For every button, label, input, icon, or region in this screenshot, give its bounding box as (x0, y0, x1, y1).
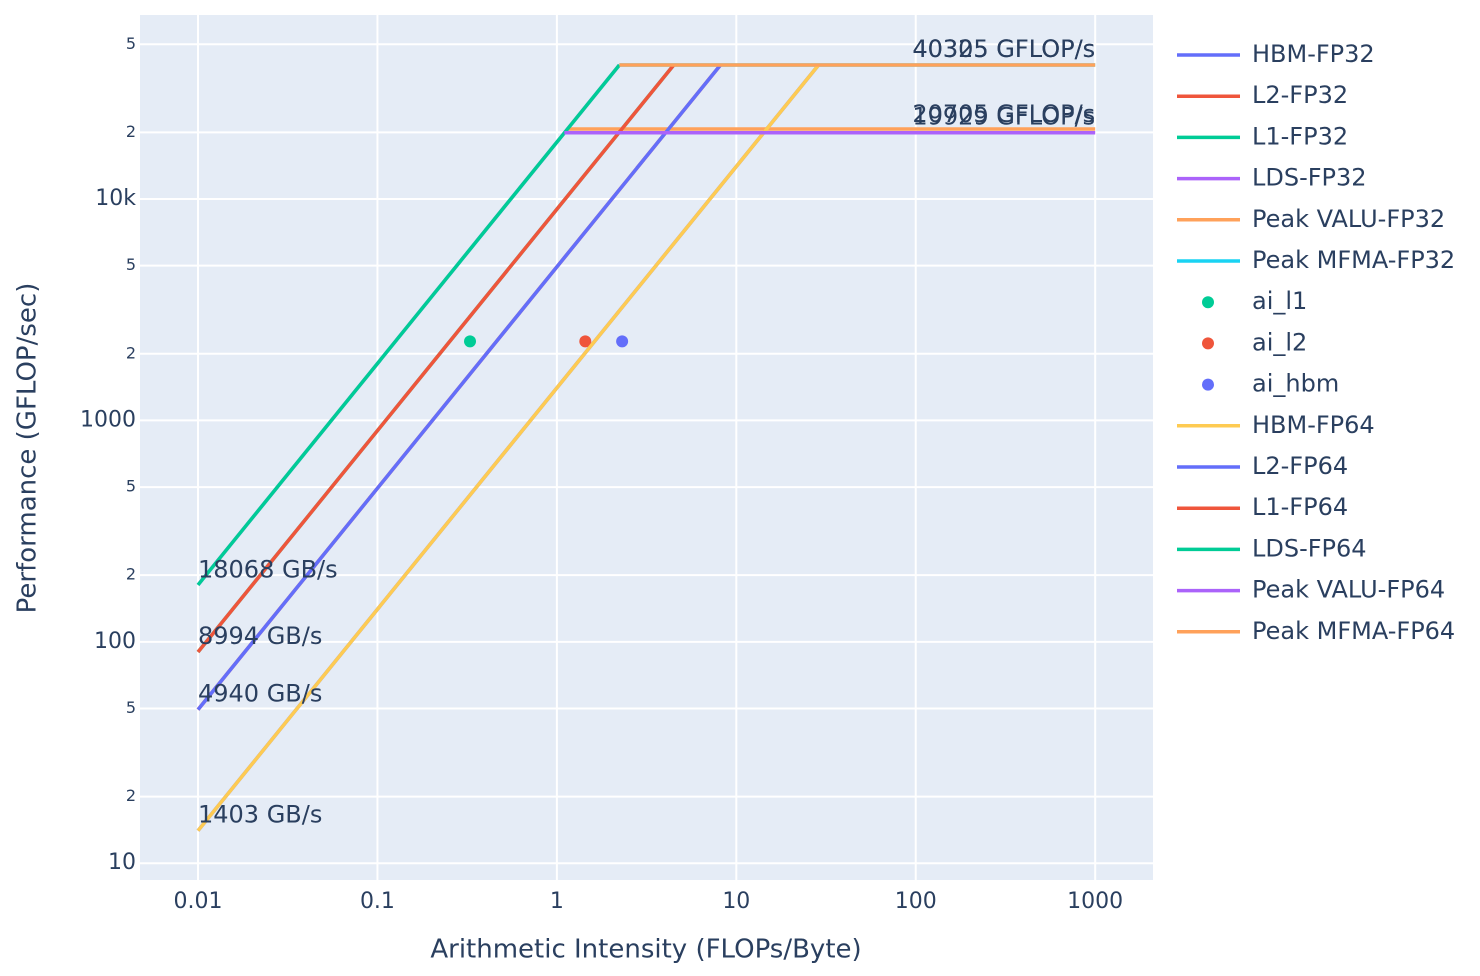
annotation: 20705 GFLOP/s (912, 100, 1095, 128)
plot-area (140, 15, 1153, 880)
x-tick-label: 1 (550, 889, 564, 914)
legend-marker (1202, 378, 1214, 391)
y-tick-label: 100 (94, 629, 136, 654)
y-tick-label: 10 (108, 850, 136, 875)
y-tick-label: 2 (126, 565, 136, 584)
legend-label: L2-FP32 (1252, 81, 1348, 109)
legend-marker (1202, 296, 1214, 309)
x-tick-label: 0.01 (174, 889, 223, 914)
y-tick-label: 5 (126, 34, 136, 53)
data-point (616, 335, 629, 348)
y-tick-label: 1000 (80, 407, 136, 432)
legend-label: LDS-FP64 (1252, 534, 1367, 562)
y-tick-label: 5 (126, 255, 136, 274)
legend-label: L2-FP64 (1252, 452, 1348, 480)
legend-label: LDS-FP32 (1252, 164, 1367, 192)
annotation: 18068 GB/s (198, 555, 338, 583)
y-tick-label: 2 (126, 786, 136, 805)
y-tick-label: 2 (126, 122, 136, 141)
annotation: 40305 GFLOP/s (912, 35, 1095, 63)
legend-label: ai_l2 (1252, 328, 1307, 356)
annotation: 40325 GFLOP/s (912, 35, 1095, 63)
legend-label: Peak VALU-FP64 (1252, 576, 1445, 604)
legend-label: HBM-FP32 (1252, 40, 1375, 68)
legend-label: Peak MFMA-FP32 (1252, 246, 1455, 274)
y-tick-label: 5 (126, 477, 136, 496)
legend-label: ai_hbm (1252, 370, 1339, 398)
y-tick-label: 5 (126, 698, 136, 717)
y-axis-title: Performance (GFLOP/sec) (13, 283, 43, 614)
data-point (579, 335, 592, 348)
annotation: 19929 GFLOP/s (912, 103, 1095, 131)
annotation: 8994 GB/s (198, 622, 322, 650)
y-tick-label: 2 (126, 343, 136, 362)
roofline (196, 63, 820, 832)
x-tick-label: 0.1 (360, 889, 395, 914)
annotation: 4940 GB/s (198, 680, 322, 708)
x-tick-label: 100 (895, 889, 937, 914)
roofline (196, 63, 621, 587)
y-tick-label: 10k (95, 186, 136, 211)
legend-label: Peak MFMA-FP64 (1252, 617, 1455, 645)
legend-label: HBM-FP64 (1252, 411, 1375, 439)
roofline (196, 63, 722, 711)
legend-label: L1-FP64 (1252, 493, 1348, 521)
roofline (196, 63, 676, 654)
legend-label: L1-FP32 (1252, 122, 1348, 150)
legend-label: ai_l1 (1252, 287, 1307, 315)
x-tick-label: 1000 (1067, 889, 1123, 914)
legend-label: Peak VALU-FP32 (1252, 205, 1445, 233)
annotation: 1403 GB/s (198, 801, 322, 829)
legend-marker (1202, 337, 1214, 350)
x-axis-title: Arithmetic Intensity (FLOPs/Byte) (430, 935, 861, 965)
x-tick-label: 10 (722, 889, 750, 914)
data-point (464, 335, 477, 348)
